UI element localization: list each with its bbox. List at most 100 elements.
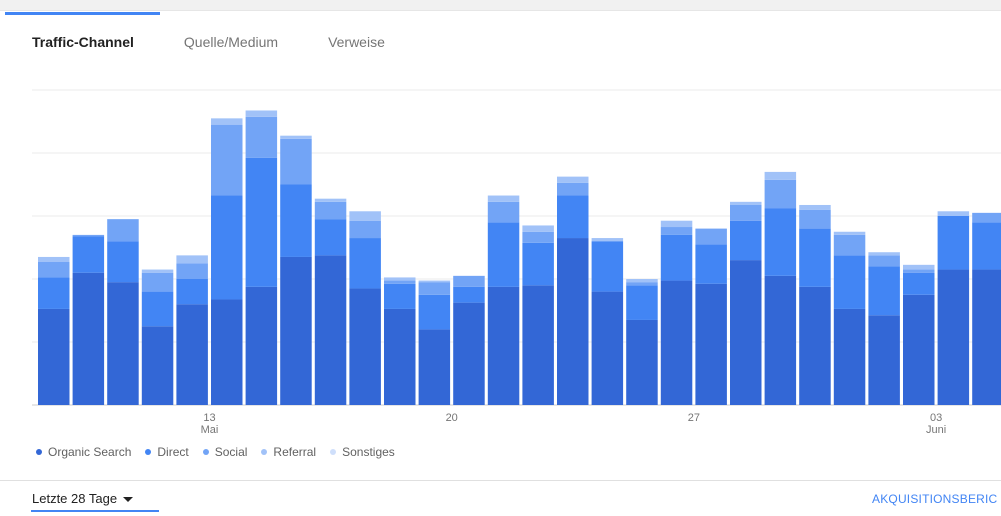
bar-segment-social[interactable] [487, 201, 520, 223]
bar-segment-organic-search[interactable] [38, 308, 70, 406]
bar-segment-social[interactable] [418, 282, 451, 295]
bar-segment-direct[interactable] [557, 195, 589, 239]
bar-segment-organic-search[interactable] [903, 294, 935, 405]
bar-segment-organic-search[interactable] [280, 256, 312, 405]
bar-segment-direct[interactable] [972, 222, 1001, 270]
bar-segment-organic-search[interactable] [211, 299, 243, 405]
tab-traffic-channel[interactable]: Traffic-Channel [32, 34, 134, 50]
bar-segment-social[interactable] [764, 179, 797, 209]
bar-segment-organic-search[interactable] [522, 285, 554, 405]
bar-segment-organic-search[interactable] [245, 286, 278, 406]
bar-segment-social[interactable] [453, 275, 485, 287]
bar-segment-organic-search[interactable] [695, 283, 727, 405]
bar-segment-organic-search[interactable] [176, 304, 208, 405]
bar-segment-referral[interactable] [38, 256, 70, 262]
bar-segment-direct[interactable] [799, 228, 831, 287]
bar-segment-social[interactable] [384, 280, 416, 284]
bar-segment-social[interactable] [833, 234, 866, 256]
bar-segment-referral[interactable] [211, 118, 243, 125]
bar-segment-organic-search[interactable] [107, 282, 139, 405]
bar-segment-direct[interactable] [730, 220, 762, 261]
bar-segment-referral[interactable] [937, 211, 970, 216]
bar-segment-organic-search[interactable] [660, 280, 693, 405]
bar-segment-referral[interactable] [384, 277, 416, 281]
bar-segment-referral[interactable] [833, 231, 866, 235]
bar-segment-social[interactable] [868, 255, 900, 267]
bar-segment-referral[interactable] [591, 238, 624, 242]
tab-referrals[interactable]: Verweise [328, 34, 385, 50]
bar-segment-direct[interactable] [764, 208, 797, 276]
bar-segment-direct[interactable] [453, 286, 485, 303]
bar-segment-direct[interactable] [695, 244, 727, 284]
bar-segment-direct[interactable] [211, 195, 243, 300]
bar-segment-direct[interactable] [349, 238, 381, 289]
bar-segment-social[interactable] [176, 263, 208, 279]
bar-segment-organic-search[interactable] [868, 315, 900, 405]
bar-segment-referral[interactable] [522, 225, 554, 232]
bar-segment-organic-search[interactable] [487, 286, 520, 406]
date-range-dropdown[interactable]: Letzte 28 Tage [32, 491, 134, 506]
bar-segment-organic-search[interactable] [799, 286, 831, 406]
bar-segment-referral[interactable] [314, 198, 347, 202]
bar-segment-direct[interactable] [660, 234, 693, 281]
bar-segment-referral[interactable] [280, 135, 312, 139]
bar-segment-social[interactable] [72, 234, 105, 237]
bar-segment-direct[interactable] [903, 272, 935, 295]
bar-segment-organic-search[interactable] [626, 319, 658, 405]
bar-segment-social[interactable] [799, 209, 831, 229]
bar-segment-social[interactable] [972, 212, 1001, 223]
bar-segment-social[interactable] [314, 201, 347, 220]
tab-source-medium[interactable]: Quelle/Medium [183, 34, 279, 50]
bar-segment-organic-search[interactable] [591, 291, 624, 405]
bar-segment-direct[interactable] [487, 222, 520, 287]
bar-segment-direct[interactable] [937, 216, 970, 270]
bar-segment-organic-search[interactable] [557, 238, 589, 405]
bar-segment-direct[interactable] [833, 255, 866, 309]
bar-segment-social[interactable] [245, 116, 278, 158]
bar-segment-direct[interactable] [280, 184, 312, 257]
bar-segment-direct[interactable] [38, 277, 70, 309]
bar-segment-direct[interactable] [626, 285, 658, 320]
bar-segment-referral[interactable] [764, 171, 797, 180]
bar-segment-direct[interactable] [72, 236, 105, 273]
bar-segment-referral[interactable] [903, 264, 935, 270]
bar-segment-organic-search[interactable] [418, 329, 451, 405]
bar-segment-organic-search[interactable] [937, 269, 970, 405]
bar-segment-social[interactable] [557, 182, 589, 196]
bar-segment-social[interactable] [730, 204, 762, 221]
bar-segment-referral[interactable] [487, 195, 520, 202]
bar-segment-referral[interactable] [557, 176, 589, 183]
bar-segment-referral[interactable] [626, 279, 658, 283]
bar-segment-direct[interactable] [107, 241, 139, 283]
bar-segment-social[interactable] [660, 227, 693, 235]
bar-segment-organic-search[interactable] [141, 326, 174, 405]
bar-segment-social[interactable] [349, 220, 381, 239]
bar-segment-social[interactable] [280, 138, 312, 185]
bar-segment-organic-search[interactable] [72, 272, 105, 405]
bar-segment-direct[interactable] [384, 283, 416, 309]
bar-segment-social[interactable] [695, 228, 727, 245]
bar-segment-direct[interactable] [522, 242, 554, 286]
bar-segment-referral[interactable] [799, 204, 831, 210]
bar-segment-referral[interactable] [349, 211, 381, 221]
bar-segment-referral[interactable] [141, 269, 174, 273]
bar-segment-social[interactable] [626, 282, 658, 286]
bar-segment-social[interactable] [141, 272, 174, 292]
bar-segment-direct[interactable] [245, 157, 278, 287]
bar-segment-social[interactable] [211, 124, 243, 196]
bar-segment-direct[interactable] [141, 291, 174, 327]
bar-segment-organic-search[interactable] [833, 308, 866, 406]
bar-segment-organic-search[interactable] [384, 308, 416, 406]
bar-segment-referral[interactable] [868, 252, 900, 256]
bar-segment-referral[interactable] [660, 220, 693, 228]
bar-segment-social[interactable] [522, 231, 554, 243]
bar-segment-organic-search[interactable] [764, 275, 797, 405]
bar-segment-referral[interactable] [245, 110, 278, 117]
bar-segment-social[interactable] [107, 219, 139, 242]
bar-segment-organic-search[interactable] [314, 255, 347, 406]
bar-segment-direct[interactable] [418, 294, 451, 330]
bar-segment-direct[interactable] [591, 241, 624, 292]
bar-segment-referral[interactable] [418, 280, 451, 283]
bar-segment-organic-search[interactable] [730, 260, 762, 405]
bar-segment-social[interactable] [903, 269, 935, 273]
